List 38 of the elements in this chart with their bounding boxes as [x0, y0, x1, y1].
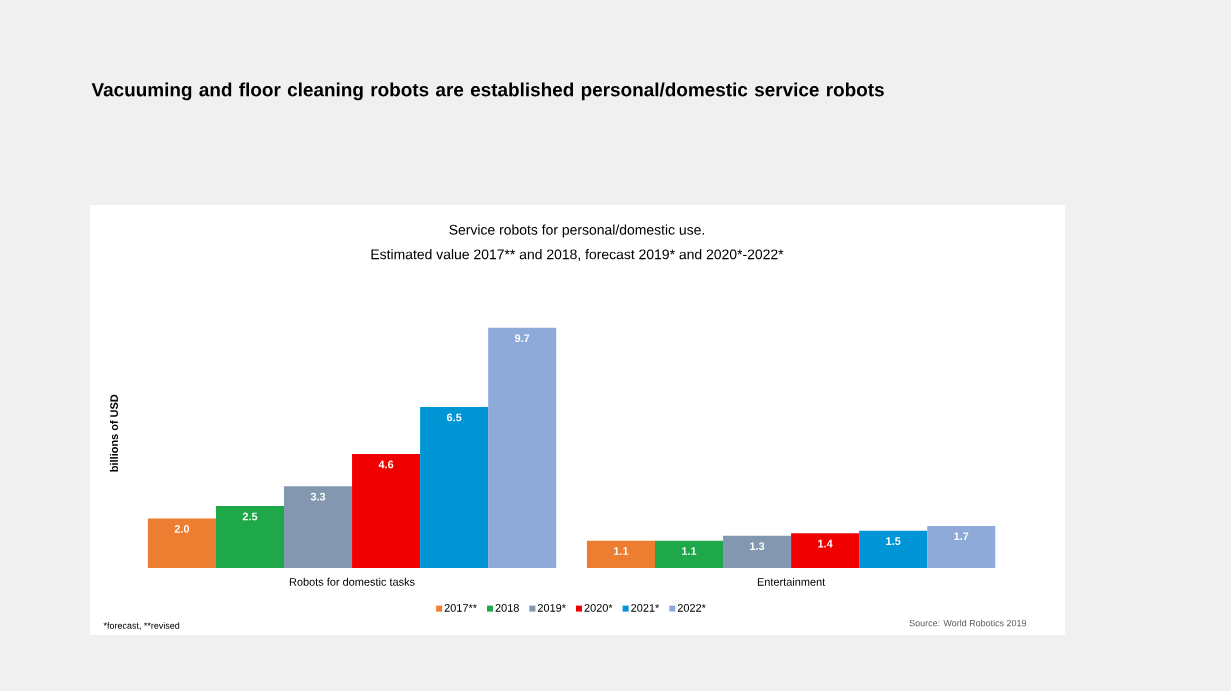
bar — [927, 525, 996, 568]
x-tick-label: Entertainment — [757, 577, 826, 586]
chart-title: Vacuuming and floor cleaning robots are established personal/domestic service robots — [91, 82, 884, 101]
bar — [283, 486, 353, 568]
legend-label: 2017** — [444, 604, 477, 612]
data-label: 9.7 — [514, 334, 530, 343]
data-label: 2.0 — [174, 524, 190, 533]
legend-label: 2021* — [631, 604, 660, 612]
data-label: 2.5 — [242, 512, 258, 521]
source-note: Source: World Robotics 2019 — [909, 619, 1027, 627]
data-label: 1.4 — [818, 539, 833, 548]
text: Estimated value 2017** and 2018, forecast 2019* and 2020*-2022* — [371, 249, 784, 261]
bar — [859, 530, 928, 568]
legend-label: 2020* — [584, 604, 613, 612]
legend-label: 2018 — [495, 604, 519, 612]
bar — [147, 518, 216, 568]
legend-label: 2022* — [677, 604, 706, 612]
data-label: 1.1 — [682, 547, 697, 555]
data-label: 3.3 — [310, 492, 326, 501]
bar — [654, 540, 724, 568]
bar — [420, 407, 489, 568]
bar — [723, 535, 792, 568]
bar — [791, 533, 860, 568]
legend-label: 2019* — [537, 604, 566, 612]
data-label: 4.6 — [378, 460, 394, 469]
data-label: 1.7 — [954, 532, 969, 540]
bar — [215, 506, 284, 568]
data-label: 1.5 — [886, 537, 901, 546]
chart-subtitle: Service robots for personal/domestic use. — [449, 224, 704, 238]
data-label: 1.3 — [750, 542, 765, 551]
x-tick-label: Robots for domestic tasks — [289, 577, 415, 586]
y-axis-title: billions of USD — [109, 394, 118, 472]
bar — [488, 327, 557, 568]
data-label: 1.1 — [614, 547, 629, 555]
bar — [352, 454, 421, 568]
data-label: 6.5 — [446, 413, 462, 422]
text: *forecast, **revised — [103, 622, 180, 630]
bar — [586, 540, 655, 568]
